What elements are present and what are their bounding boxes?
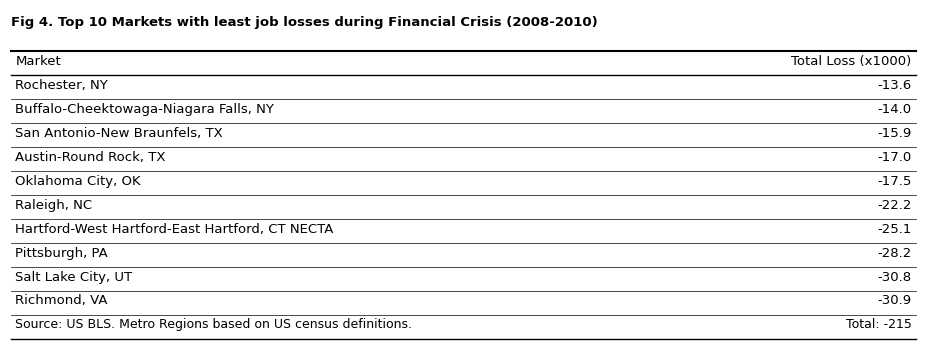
Text: -13.6: -13.6 [878,79,912,92]
Text: -30.8: -30.8 [878,271,912,284]
Text: Pittsburgh, PA: Pittsburgh, PA [15,247,108,260]
Text: Fig 4. Top 10 Markets with least job losses during Financial Crisis (2008-2010): Fig 4. Top 10 Markets with least job los… [10,16,597,29]
Text: Raleigh, NC: Raleigh, NC [15,199,93,212]
Text: -30.9: -30.9 [878,295,912,308]
Text: -25.1: -25.1 [877,223,912,236]
Text: Rochester, NY: Rochester, NY [15,79,108,92]
Text: Austin-Round Rock, TX: Austin-Round Rock, TX [15,151,166,164]
Text: -22.2: -22.2 [877,199,912,212]
Text: Hartford-West Hartford-East Hartford, CT NECTA: Hartford-West Hartford-East Hartford, CT… [15,223,334,236]
Text: -15.9: -15.9 [878,127,912,140]
Text: Total Loss (x1000): Total Loss (x1000) [792,55,912,68]
Text: Richmond, VA: Richmond, VA [15,295,108,308]
Text: Buffalo-Cheektowaga-Niagara Falls, NY: Buffalo-Cheektowaga-Niagara Falls, NY [15,103,274,116]
Text: San Antonio-New Braunfels, TX: San Antonio-New Braunfels, TX [15,127,223,140]
Text: Oklahoma City, OK: Oklahoma City, OK [15,175,141,188]
Text: -17.0: -17.0 [878,151,912,164]
Text: -28.2: -28.2 [878,247,912,260]
Text: -14.0: -14.0 [878,103,912,116]
Text: Market: Market [15,55,61,68]
Text: Source: US BLS. Metro Regions based on US census definitions.: Source: US BLS. Metro Regions based on U… [15,319,413,332]
Text: Total: -215: Total: -215 [845,319,912,332]
Text: Salt Lake City, UT: Salt Lake City, UT [15,271,133,284]
Text: -17.5: -17.5 [877,175,912,188]
